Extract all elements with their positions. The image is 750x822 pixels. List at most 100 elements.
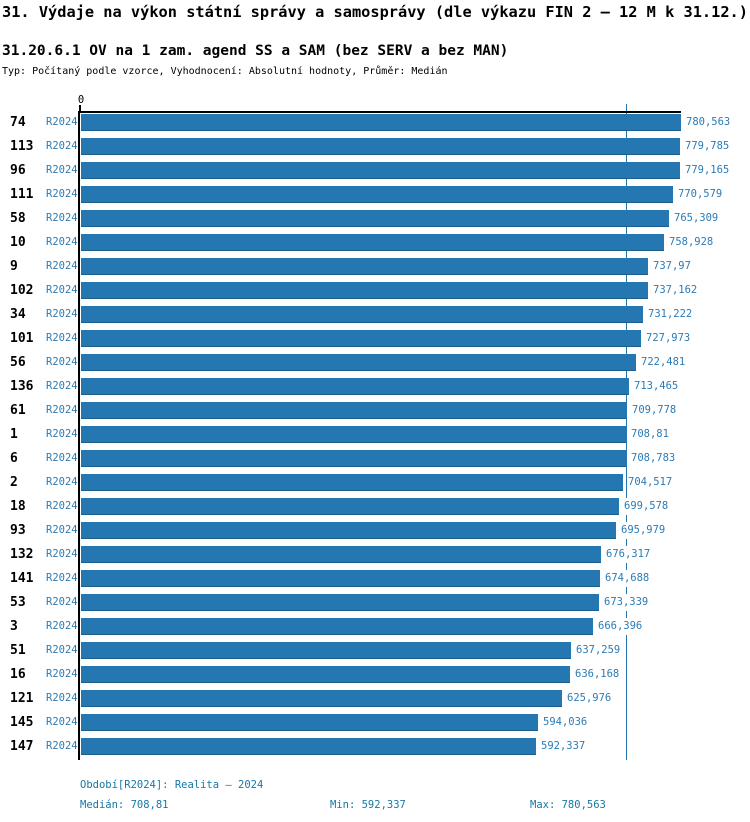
bar-value-label: 708,81 — [630, 426, 670, 443]
chart-row: 145 R2024 594,036 — [0, 714, 750, 731]
bar — [81, 258, 648, 275]
axis-vertical-line — [78, 111, 80, 760]
bar-value-label: 709,778 — [631, 402, 678, 419]
chart-row: 34 R2024 731,222 — [0, 306, 750, 323]
chart-row: 51 R2024 637,259 — [0, 642, 750, 659]
bar — [81, 666, 570, 683]
bar — [81, 210, 669, 227]
chart-row: 93 R2024 695,979 — [0, 522, 750, 539]
bar-value-label: 779,785 — [684, 138, 731, 155]
bar-value-label: 699,578 — [623, 498, 670, 515]
chart-row: 9 R2024 737,97 — [0, 258, 750, 275]
bar — [81, 330, 641, 347]
chart-row: 10 R2024 758,928 — [0, 234, 750, 251]
bar — [81, 378, 629, 395]
row-period-label: R2024 — [46, 332, 78, 344]
row-period-label: R2024 — [46, 476, 78, 488]
chart-row: 61 R2024 709,778 — [0, 402, 750, 419]
row-id-label: 34 — [10, 307, 26, 322]
bar-value-label: 674,688 — [604, 570, 651, 587]
chart-row: 16 R2024 636,168 — [0, 666, 750, 683]
row-period-label: R2024 — [46, 164, 78, 176]
bar-value-label: 722,481 — [640, 354, 687, 371]
bar-value-label: 758,928 — [668, 234, 715, 251]
chart-row: 53 R2024 673,339 — [0, 594, 750, 611]
indicator-meta-line: Typ: Počítaný podle vzorce, Vyhodnocení:… — [2, 66, 448, 77]
bar-value-label: 779,165 — [684, 162, 731, 179]
bar — [81, 234, 664, 251]
row-period-label: R2024 — [46, 116, 78, 128]
row-id-label: 136 — [10, 379, 34, 394]
row-period-label: R2024 — [46, 740, 78, 752]
row-period-label: R2024 — [46, 452, 78, 464]
bar-value-label: 625,976 — [566, 690, 613, 707]
chart-row: 1 R2024 708,81 — [0, 426, 750, 443]
row-period-label: R2024 — [46, 620, 78, 632]
median-line — [626, 104, 627, 760]
row-period-label: R2024 — [46, 284, 78, 296]
row-period-label: R2024 — [46, 188, 78, 200]
bar — [81, 426, 626, 443]
row-id-label: 61 — [10, 403, 26, 418]
chart-row: 121 R2024 625,976 — [0, 690, 750, 707]
row-id-label: 132 — [10, 547, 34, 562]
chart-row: 102 R2024 737,162 — [0, 282, 750, 299]
row-id-label: 18 — [10, 499, 26, 514]
row-period-label: R2024 — [46, 260, 78, 272]
row-id-label: 10 — [10, 235, 26, 250]
row-period-label: R2024 — [46, 380, 78, 392]
bar-value-label: 676,317 — [605, 546, 652, 563]
row-id-label: 51 — [10, 643, 26, 658]
row-id-label: 145 — [10, 715, 34, 730]
row-id-label: 96 — [10, 163, 26, 178]
bar — [81, 522, 616, 539]
row-id-label: 9 — [10, 259, 18, 274]
chart-row: 3 R2024 666,396 — [0, 618, 750, 635]
row-period-label: R2024 — [46, 596, 78, 608]
bar — [81, 738, 536, 755]
bar-value-label: 594,036 — [542, 714, 589, 731]
bar-value-label: 737,97 — [652, 258, 692, 275]
chart-row: 136 R2024 713,465 — [0, 378, 750, 395]
bar-value-label: 737,162 — [652, 282, 699, 299]
row-id-label: 53 — [10, 595, 26, 610]
row-period-label: R2024 — [46, 692, 78, 704]
row-id-label: 16 — [10, 667, 26, 682]
bar-value-label: 770,579 — [677, 186, 724, 203]
chart-row: 74 R2024 780,563 — [0, 114, 750, 131]
bar — [81, 714, 538, 731]
row-period-label: R2024 — [46, 500, 78, 512]
bar — [81, 570, 600, 587]
row-id-label: 111 — [10, 187, 34, 202]
bar — [81, 546, 601, 563]
chart-row: 101 R2024 727,973 — [0, 330, 750, 347]
row-period-label: R2024 — [46, 668, 78, 680]
footer-median-label: Medián: 708,81 — [80, 799, 169, 811]
row-id-label: 113 — [10, 139, 34, 154]
bar-value-label: 708,783 — [630, 450, 677, 467]
bar — [81, 642, 571, 659]
bar — [81, 114, 681, 131]
row-id-label: 102 — [10, 283, 34, 298]
bar-value-label: 695,979 — [620, 522, 667, 539]
chart-row: 58 R2024 765,309 — [0, 210, 750, 227]
row-period-label: R2024 — [46, 572, 78, 584]
bar — [81, 402, 627, 419]
page-subtitle: 31.20.6.1 OV na 1 zam. agend SS a SAM (b… — [2, 43, 509, 59]
bar — [81, 594, 599, 611]
bar — [81, 474, 623, 491]
bar — [81, 162, 680, 179]
row-id-label: 147 — [10, 739, 34, 754]
bar-value-label: 592,337 — [540, 738, 587, 755]
footer-min-label: Min: 592,337 — [330, 799, 406, 811]
row-period-label: R2024 — [46, 236, 78, 248]
bar-value-label: 637,259 — [575, 642, 622, 659]
chart-row: 2 R2024 704,517 — [0, 474, 750, 491]
bar — [81, 354, 636, 371]
bar — [81, 282, 648, 299]
row-id-label: 1 — [10, 427, 18, 442]
row-period-label: R2024 — [46, 644, 78, 656]
bar-value-label: 727,973 — [645, 330, 692, 347]
row-id-label: 3 — [10, 619, 18, 634]
axis-zero-label: 0 — [77, 94, 85, 106]
